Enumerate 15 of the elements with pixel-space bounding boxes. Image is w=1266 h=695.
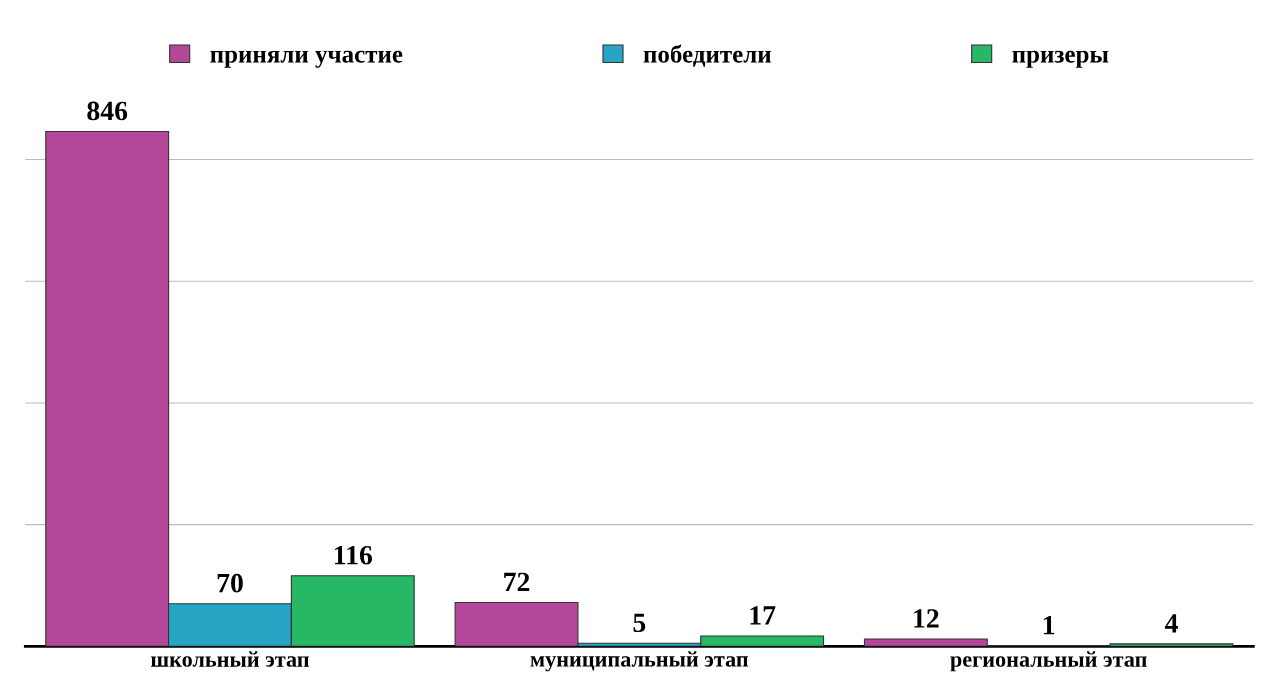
legend-label: приняли участие xyxy=(210,50,403,68)
data-label: 72 xyxy=(504,572,530,592)
data-label: 116 xyxy=(334,545,373,565)
data-label: 4 xyxy=(1164,614,1178,633)
data-label: 5 xyxy=(633,613,646,633)
x-tick-label: школьный этап xyxy=(150,651,309,667)
data-label: 70 xyxy=(217,573,243,593)
data-label: 17 xyxy=(750,606,776,625)
legend-label: победители xyxy=(643,44,772,67)
data-label: 1 xyxy=(1043,615,1055,635)
data-label: 846 xyxy=(87,101,128,121)
data-label: 12 xyxy=(914,609,939,628)
legend-label: призеры xyxy=(1012,50,1109,68)
x-tick-label: региональный этап xyxy=(950,651,1147,672)
x-tick-label: муниципальный этап xyxy=(530,651,749,672)
